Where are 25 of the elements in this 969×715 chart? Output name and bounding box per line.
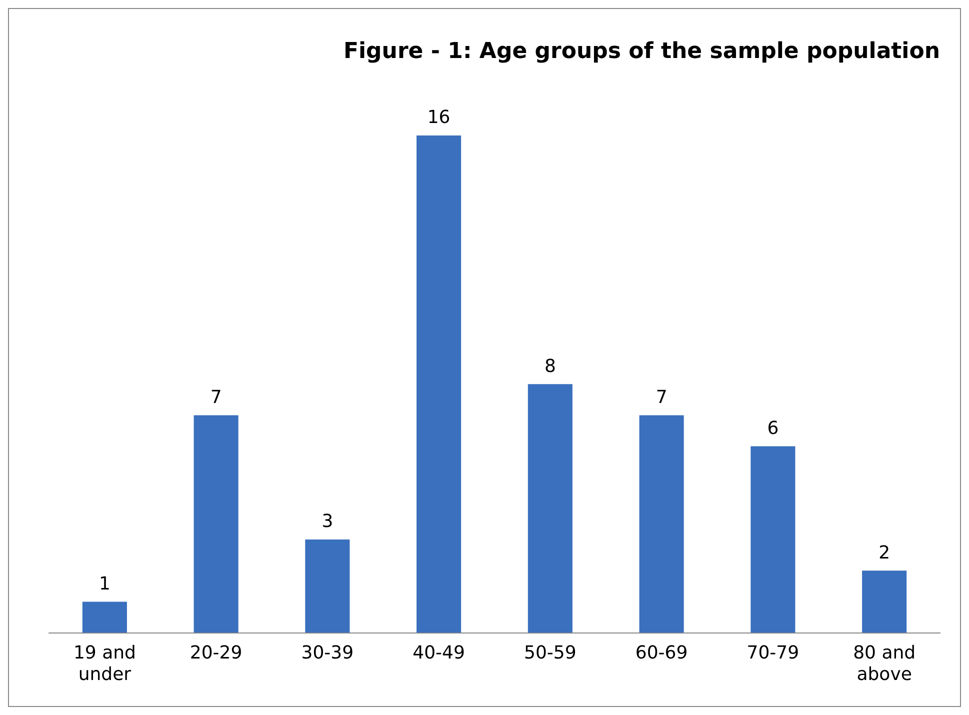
bar <box>750 446 796 633</box>
bar <box>416 135 462 633</box>
data-label: 2 <box>878 542 890 564</box>
data-label: 7 <box>656 386 668 408</box>
x-tick-label: 40-49 <box>412 642 465 664</box>
bar <box>194 415 238 633</box>
bar <box>82 602 127 633</box>
data-label: 8 <box>544 356 556 377</box>
x-tick-label: 19 and under <box>73 642 136 685</box>
data-label: 6 <box>767 418 779 439</box>
x-tick-label: 60-69 <box>635 642 688 664</box>
data-label: 1 <box>98 573 110 594</box>
bar <box>528 384 572 633</box>
chart-title: Figure - 1: Age groups of the sample population <box>343 38 940 64</box>
data-label: 7 <box>210 386 222 408</box>
bar <box>305 540 350 633</box>
x-tick-label: 30-39 <box>301 642 354 664</box>
bar <box>639 415 684 633</box>
data-label: 3 <box>322 511 334 532</box>
x-tick-label: 80 and above <box>853 642 916 685</box>
data-label: 16 <box>427 107 450 128</box>
x-tick-label: 50-59 <box>524 642 576 664</box>
x-tick-label: 70-79 <box>746 642 800 664</box>
x-tick-label: 20-29 <box>190 642 242 664</box>
bar <box>862 570 907 633</box>
